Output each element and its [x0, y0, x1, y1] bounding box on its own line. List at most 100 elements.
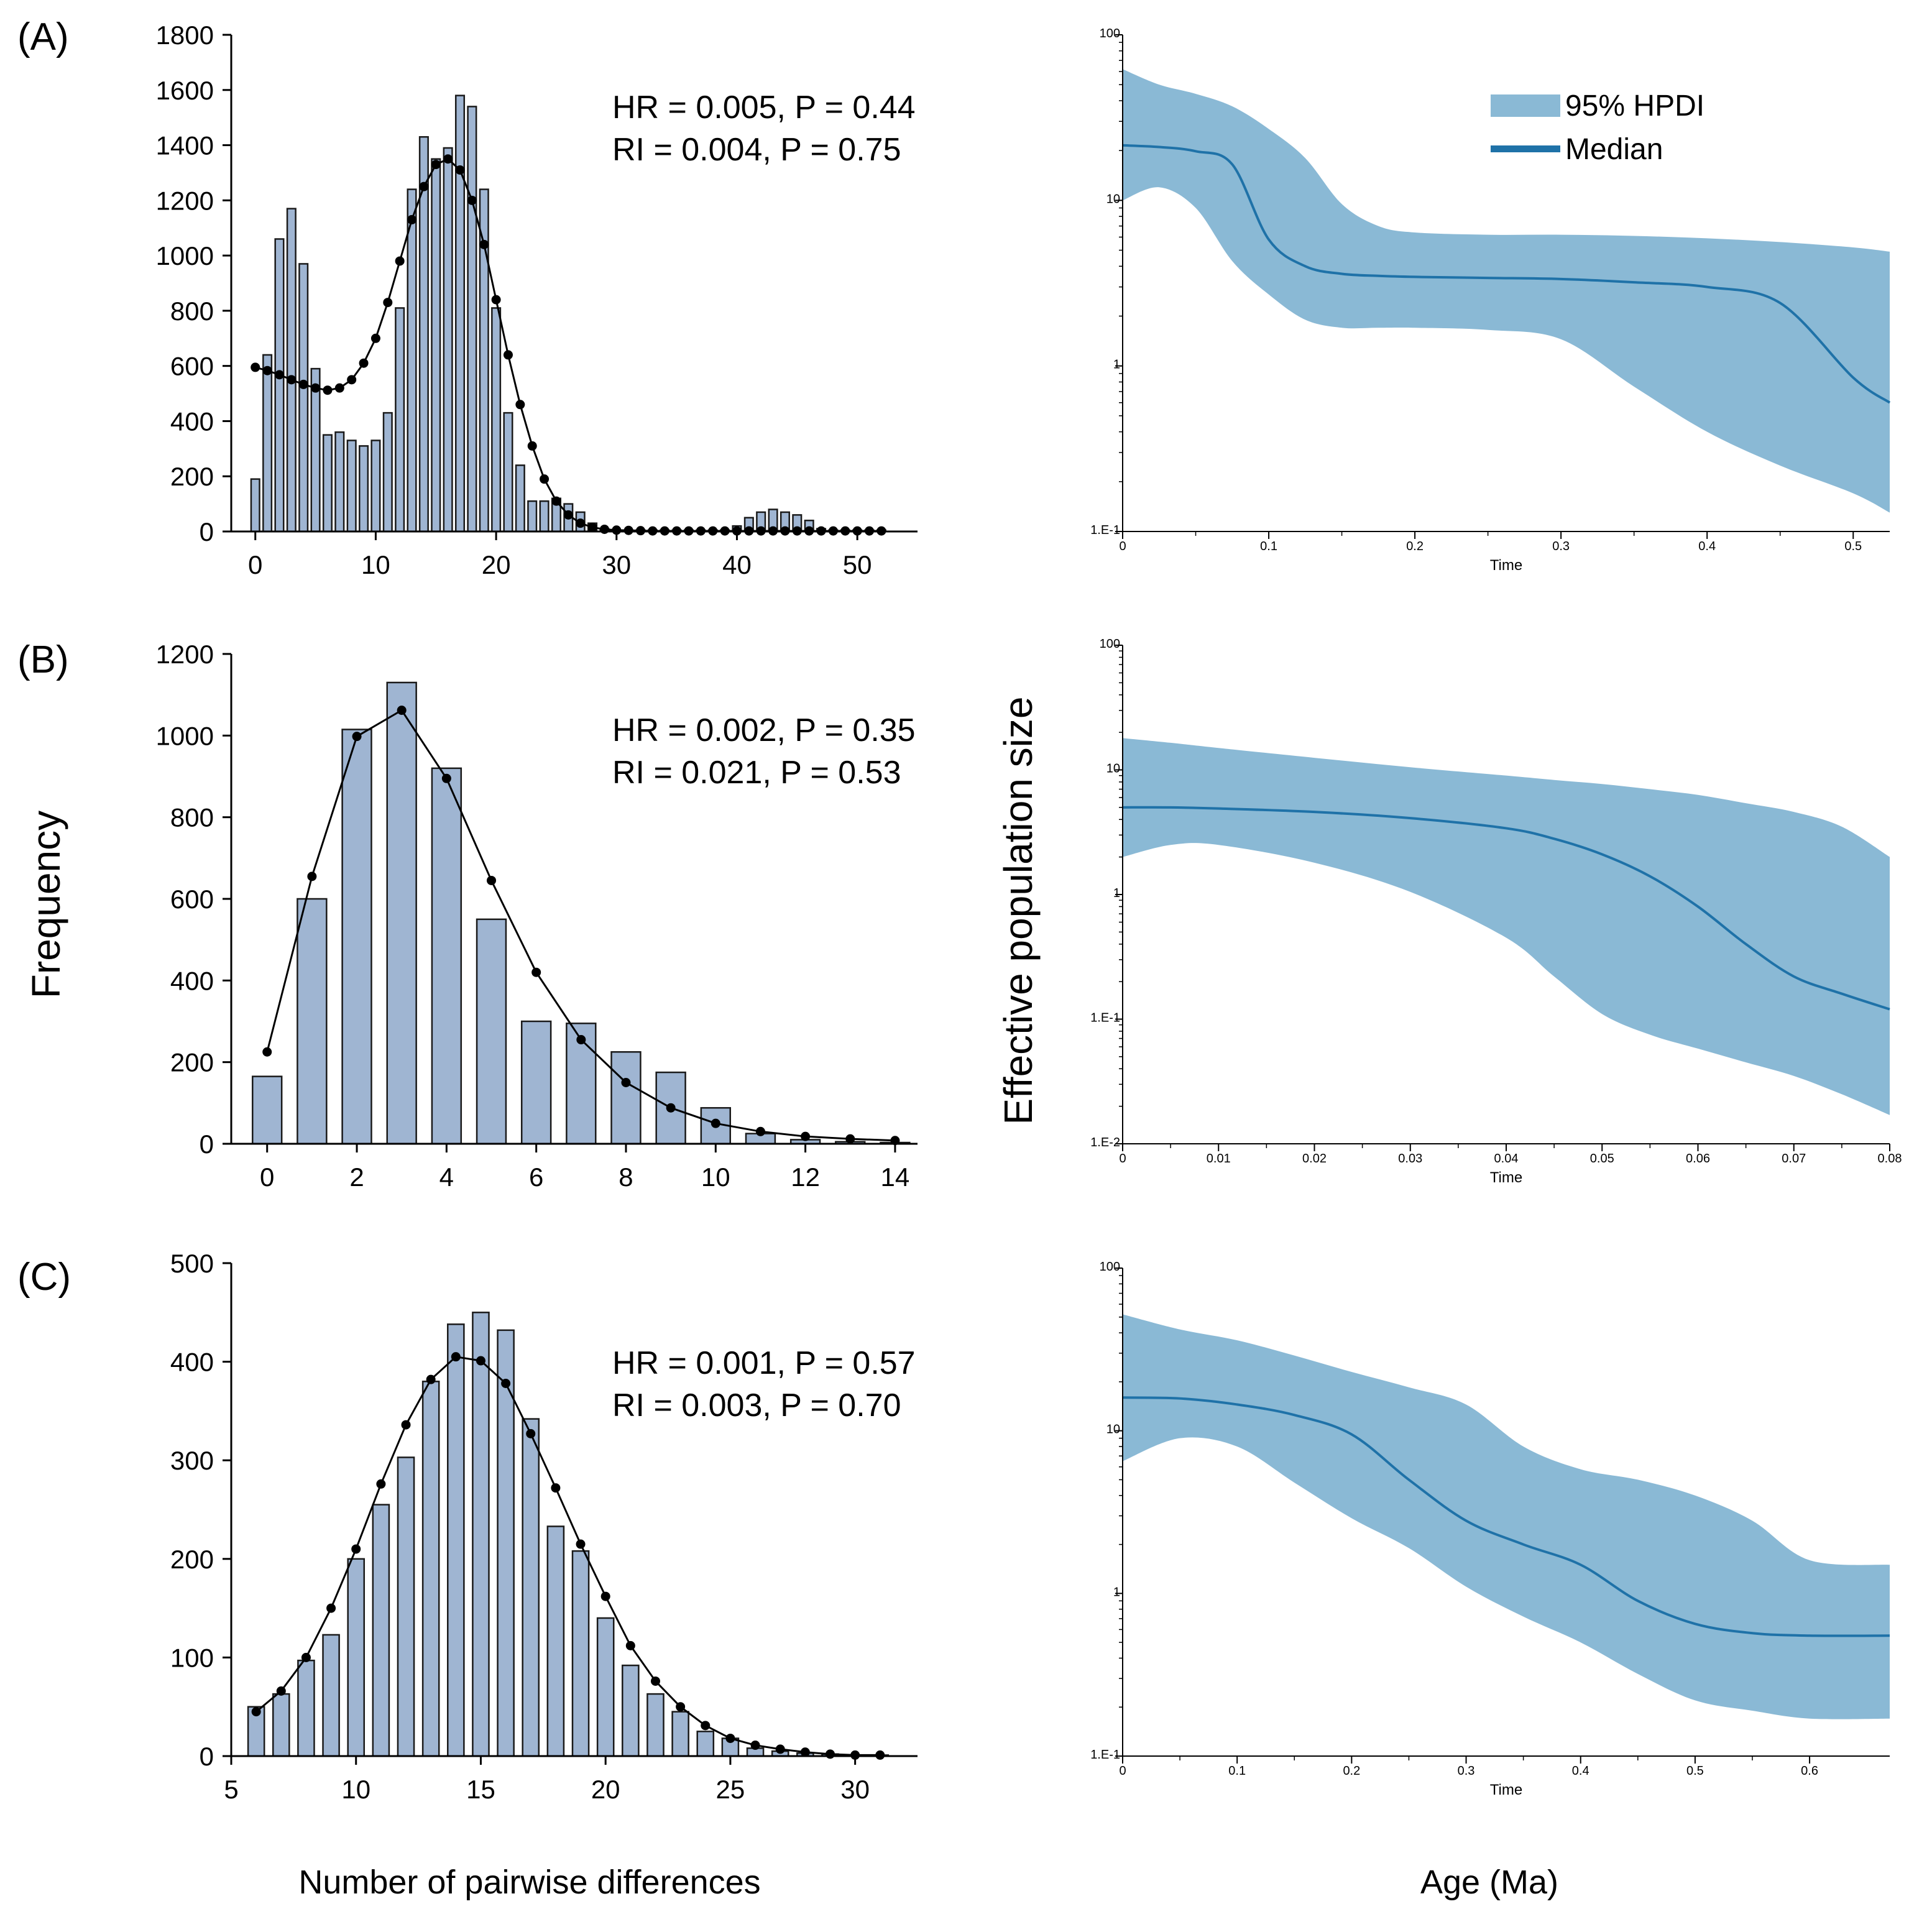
expected-point: [491, 295, 501, 305]
expected-point: [307, 872, 317, 881]
legend-median-swatch: [1491, 145, 1560, 152]
expected-point: [274, 370, 284, 380]
observed-bar: [646, 1693, 665, 1757]
x-tick-label: 0: [260, 1162, 274, 1192]
expected-point: [334, 383, 344, 393]
x-tick-label: 30: [602, 550, 631, 579]
observed-bar: [546, 1525, 565, 1757]
observed-bar: [522, 1418, 540, 1757]
panel-c-histogram: (C) 0 100 200 300 400 500 5 10 15 20 25 30 HR = 0.001…: [17, 1249, 918, 1804]
x-tick-label: 0.5: [1686, 1764, 1704, 1778]
observed-bar: [297, 1659, 315, 1757]
expected-point: [262, 366, 272, 375]
y-tick-label: 1800: [156, 21, 214, 50]
x-tick-label: 0.3: [1458, 1764, 1475, 1778]
y-tick-label: 1: [1113, 358, 1120, 372]
observed-bar: [286, 208, 297, 533]
observed-bar: [476, 918, 507, 1145]
y-tick-label: 1600: [156, 76, 214, 105]
observed-bar: [671, 1711, 689, 1757]
expected-point: [576, 1035, 586, 1045]
expected-point: [455, 165, 465, 175]
y-tick-label: 0: [200, 1129, 214, 1159]
y-tick-label: 1: [1113, 886, 1120, 900]
stats-line: RI = 0.004, P = 0.75: [612, 132, 901, 168]
panel-a-skyline: 1.E-1 1 10 100 0 0.1 0.2 0.3 0.4 0.5 Time: [1090, 27, 1891, 574]
observed-bar: [372, 1504, 390, 1757]
x-tick-label: 20: [482, 550, 511, 579]
y-tick-label: 100: [170, 1643, 214, 1672]
observed-bar: [250, 478, 260, 533]
panel-a-histogram: (A) 0 200 400 600 800 1000 1200 1400 1600 1800 0 10 2…: [17, 16, 918, 579]
observed-bar: [527, 500, 538, 533]
y-tick-label: 0: [200, 517, 214, 546]
x-tick-label: 0.02: [1302, 1152, 1327, 1166]
x-tick-label: 0: [1119, 1764, 1126, 1778]
y-tick-label: 600: [170, 352, 214, 381]
expected-point: [650, 1676, 660, 1686]
expected-point: [540, 474, 550, 484]
observed-bar: [491, 307, 502, 533]
y-tick-label: 200: [170, 1048, 214, 1077]
x-tick-label: 0.04: [1494, 1152, 1519, 1166]
x-tick-label: 6: [529, 1162, 543, 1192]
expected-point: [750, 1741, 760, 1750]
y-tick-label: 300: [170, 1446, 214, 1475]
y-tick-label: 1000: [156, 241, 214, 270]
x-tick-label: 0.2: [1406, 540, 1424, 553]
observed-bar: [571, 1550, 590, 1757]
expected-point: [441, 773, 451, 783]
observed-bar: [370, 439, 381, 533]
y-tick-label: 800: [170, 297, 214, 326]
x-tick-label: 2: [349, 1162, 364, 1192]
expected-point: [515, 400, 525, 410]
expected-point: [623, 525, 633, 535]
expected-point: [890, 1136, 900, 1146]
x-axis-label: Time: [1490, 1169, 1522, 1186]
expected-point: [426, 1374, 436, 1384]
x-tick-label: 14: [881, 1162, 910, 1192]
expected-point: [376, 1479, 386, 1489]
x-tick-label: 0.4: [1572, 1764, 1589, 1778]
median-line: [1122, 806, 1890, 1011]
expected-point: [563, 510, 573, 520]
observed-bar: [520, 1020, 552, 1145]
expected-point: [800, 1747, 810, 1757]
y-tick-label: 100: [1100, 637, 1120, 651]
observed-bar: [467, 106, 477, 533]
legend-hpdi-label: 95% HPDI: [1565, 90, 1704, 122]
x-axis-label: Time: [1490, 557, 1522, 574]
expected-point: [503, 350, 513, 360]
x-tick-label: 10: [361, 550, 390, 579]
expected-point: [845, 1134, 855, 1144]
observed-bar: [272, 1693, 290, 1757]
expected-point: [370, 333, 380, 343]
hpd-band: [1123, 738, 1890, 1115]
legend: 95% HPDI Median: [1491, 90, 1704, 166]
y-tick-label: 100: [1100, 1260, 1120, 1274]
x-tick-label: 4: [439, 1162, 454, 1192]
observed-bar: [539, 500, 550, 533]
median-line: [1122, 1396, 1890, 1637]
panel-label: (A): [17, 16, 69, 58]
x-tick-label: 0: [1119, 540, 1126, 553]
stats-line: RI = 0.003, P = 0.70: [612, 1387, 901, 1424]
stats-line: HR = 0.002, P = 0.35: [612, 712, 916, 748]
observed-bar: [382, 412, 393, 533]
observed-bar: [274, 238, 285, 533]
x-tick-label: 5: [224, 1775, 238, 1804]
x-tick-label: 0.01: [1207, 1152, 1231, 1166]
expected-point: [825, 1749, 835, 1759]
expected-point: [501, 1378, 511, 1388]
x-tick-label: 0.6: [1801, 1764, 1818, 1778]
expected-point: [587, 522, 597, 532]
expected-point: [801, 1131, 811, 1141]
observed-bar: [322, 434, 333, 533]
observed-bar: [515, 464, 525, 533]
expected-point: [326, 1603, 336, 1613]
expected-point: [476, 1356, 485, 1366]
observed-bar: [334, 431, 345, 533]
x-tick-label: 0.03: [1398, 1152, 1422, 1166]
expected-point: [251, 1707, 261, 1717]
y-tick-label: 100: [1100, 27, 1120, 40]
